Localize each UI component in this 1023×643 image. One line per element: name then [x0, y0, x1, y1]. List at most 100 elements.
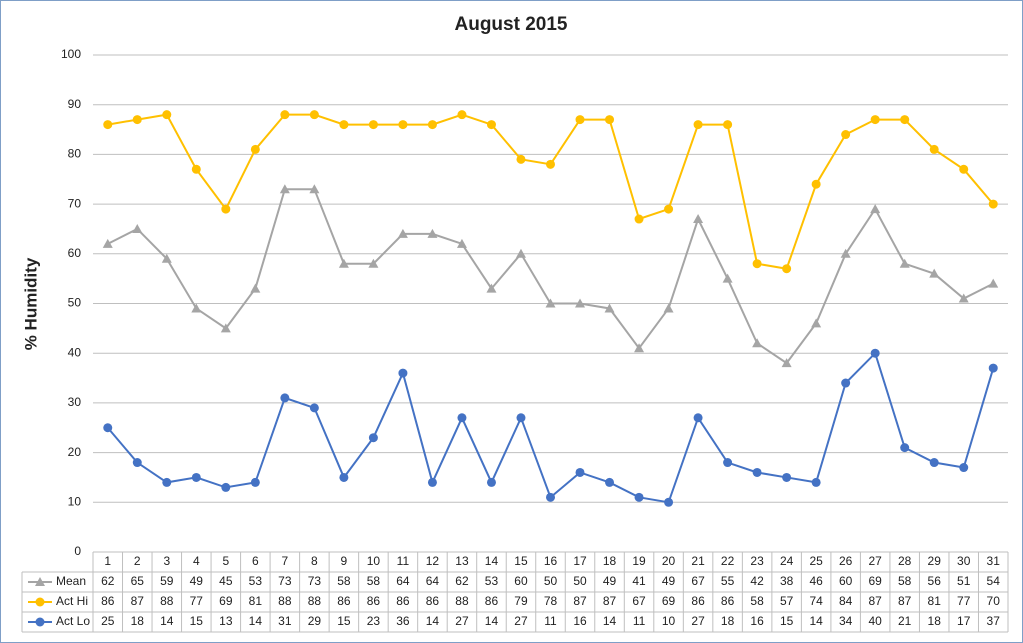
- marker: [722, 273, 733, 283]
- table-value: 86: [101, 594, 115, 608]
- table-value: 67: [632, 594, 646, 608]
- marker: [899, 258, 910, 268]
- marker: [811, 179, 821, 189]
- table-value: 81: [249, 594, 263, 608]
- table-value: 10: [662, 614, 676, 628]
- marker: [723, 120, 733, 130]
- marker: [103, 120, 113, 130]
- table-value: 65: [131, 574, 145, 588]
- y-axis-label: % Humidity: [21, 257, 40, 350]
- table-value: 51: [957, 574, 971, 588]
- marker: [427, 228, 438, 238]
- table-value: 56: [928, 574, 942, 588]
- table-value: 18: [721, 614, 735, 628]
- marker: [575, 467, 585, 477]
- table-value: 42: [750, 574, 764, 588]
- marker: [516, 154, 526, 164]
- table-value: 16: [573, 614, 587, 628]
- table-value: 60: [514, 574, 528, 588]
- marker: [132, 458, 142, 468]
- table-value: 49: [662, 574, 676, 588]
- marker: [457, 110, 467, 120]
- table-value: 86: [337, 594, 351, 608]
- table-value: 87: [898, 594, 912, 608]
- marker: [929, 268, 940, 278]
- x-tick-label: 25: [809, 554, 823, 568]
- marker: [546, 159, 555, 169]
- y-tick-label: 30: [68, 395, 82, 409]
- y-tick-label: 0: [74, 544, 81, 558]
- marker: [634, 343, 645, 353]
- marker: [191, 164, 201, 174]
- marker: [279, 184, 290, 194]
- y-tick-label: 40: [68, 345, 82, 359]
- x-tick-label: 7: [282, 554, 289, 568]
- marker: [457, 413, 467, 423]
- marker: [663, 303, 674, 313]
- table-value: 21: [898, 614, 912, 628]
- marker: [693, 214, 704, 224]
- table-value: 74: [809, 594, 823, 608]
- table-value: 46: [809, 574, 823, 588]
- x-tick-label: 19: [632, 554, 646, 568]
- table-value: 27: [455, 614, 469, 628]
- table-value: 81: [928, 594, 942, 608]
- marker: [221, 204, 231, 214]
- table-value: 69: [662, 594, 676, 608]
- table-value: 58: [367, 574, 381, 588]
- x-tick-label: 20: [662, 554, 676, 568]
- x-tick-label: 18: [603, 554, 617, 568]
- legend-label: Mean: [56, 574, 86, 588]
- table-value: 25: [101, 614, 115, 628]
- table-value: 41: [632, 574, 646, 588]
- table-value: 69: [868, 574, 882, 588]
- table-value: 86: [691, 594, 705, 608]
- marker: [545, 298, 556, 308]
- table-value: 29: [308, 614, 322, 628]
- x-tick-label: 26: [839, 554, 853, 568]
- y-tick-label: 100: [61, 47, 81, 61]
- x-tick-label: 16: [544, 554, 558, 568]
- marker: [900, 443, 910, 453]
- table-value: 87: [573, 594, 587, 608]
- marker: [309, 184, 320, 194]
- x-tick-label: 5: [222, 554, 229, 568]
- marker: [693, 120, 703, 130]
- marker: [840, 248, 851, 258]
- x-tick-label: 30: [957, 554, 971, 568]
- table-value: 58: [337, 574, 351, 588]
- marker: [575, 115, 585, 125]
- table-value: 67: [691, 574, 705, 588]
- table-value: 87: [131, 594, 145, 608]
- marker: [162, 477, 172, 487]
- marker: [515, 248, 526, 258]
- table-value: 87: [868, 594, 882, 608]
- marker: [221, 482, 231, 492]
- x-tick-label: 15: [514, 554, 528, 568]
- marker: [220, 323, 231, 333]
- table-value: 77: [190, 594, 204, 608]
- marker: [634, 214, 644, 224]
- table-value: 14: [603, 614, 617, 628]
- table-value: 86: [367, 594, 381, 608]
- marker: [309, 403, 319, 413]
- table-value: 86: [485, 594, 499, 608]
- marker: [634, 492, 644, 502]
- marker: [752, 338, 763, 348]
- y-tick-label: 60: [68, 246, 82, 260]
- marker: [811, 477, 821, 487]
- marker: [959, 463, 969, 473]
- table-value: 88: [308, 594, 322, 608]
- table-value: 49: [603, 574, 617, 588]
- marker: [782, 472, 792, 482]
- marker: [870, 115, 880, 125]
- table-value: 18: [131, 614, 145, 628]
- x-tick-label: 3: [163, 554, 170, 568]
- marker: [546, 492, 555, 502]
- marker: [929, 144, 939, 154]
- marker: [368, 258, 379, 268]
- table-value: 14: [426, 614, 440, 628]
- table-value: 88: [160, 594, 174, 608]
